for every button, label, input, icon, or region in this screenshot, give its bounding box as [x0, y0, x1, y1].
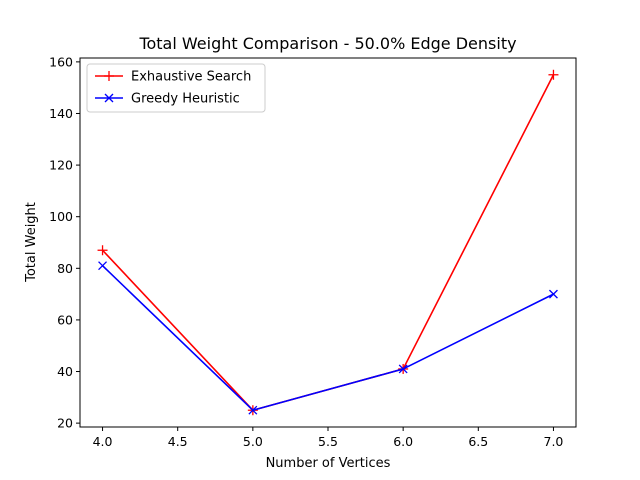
- x-tick-label: 5.5: [318, 434, 338, 449]
- series-line-1: [101, 265, 554, 412]
- legend-marker-0: [104, 71, 114, 81]
- x-tick-label: 4.5: [168, 434, 188, 449]
- x-tick-label: 5.0: [243, 434, 263, 449]
- x-tick-label: 7.0: [544, 434, 564, 449]
- data-point-series-0: [548, 69, 559, 80]
- y-tick-label: 120: [49, 158, 73, 173]
- y-tick-label: 140: [49, 106, 73, 121]
- y-tick-label: 100: [49, 209, 73, 224]
- y-tick-label: 80: [57, 261, 73, 276]
- y-tick-label: 60: [57, 312, 73, 327]
- y-tick-label: 160: [49, 54, 73, 69]
- data-point-series-1: [548, 289, 558, 299]
- legend-box: [86, 63, 266, 113]
- x-tick-label: 6.5: [468, 434, 488, 449]
- data-point-series-1: [98, 261, 108, 271]
- data-point-series-0: [97, 245, 108, 256]
- data-point-series-1: [398, 364, 408, 374]
- legend-label-0: Exhaustive Search: [131, 70, 251, 85]
- y-tick-label: 40: [57, 364, 73, 379]
- legend: Exhaustive Search Greedy Heuristic: [86, 63, 266, 113]
- axes: 4.0 4.5 5.0 5.5 6.0 6.5 7.0 20 40 60 80 100 120 140 16…: [49, 54, 577, 449]
- x-tick-label: 6.0: [393, 434, 413, 449]
- plot-area: [97, 69, 559, 416]
- y-axis-label: Total Weight: [24, 202, 39, 283]
- x-axis-label: Number of Vertices: [266, 456, 391, 471]
- chart-title: Total Weight Comparison - 50.0% Edge Den…: [138, 34, 516, 53]
- y-tick-label: 20: [57, 416, 73, 431]
- x-tick-label: 4.0: [93, 434, 113, 449]
- data-point-series-1: [248, 405, 258, 415]
- legend-label-1: Greedy Heuristic: [131, 92, 240, 107]
- legend-marker-1: [104, 93, 114, 103]
